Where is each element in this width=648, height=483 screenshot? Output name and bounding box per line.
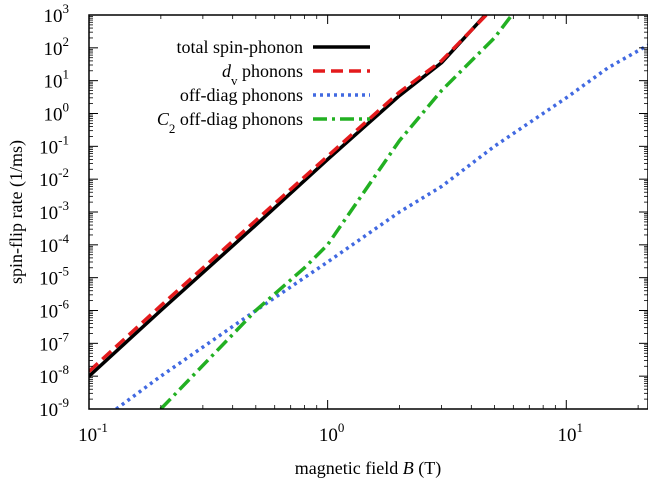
series-line-2: [115, 43, 648, 409]
y-axis-label: spin-flip rate (1/ms): [6, 140, 27, 284]
legend-label-3: C2 off-diag phonons: [157, 109, 303, 136]
legend-label-0: total spin-phonon: [177, 37, 304, 57]
x-tick-label: 101: [558, 420, 584, 446]
y-tick-label: 101: [44, 67, 70, 93]
series-layer: [89, 15, 648, 409]
y-tick-label: 10-9: [39, 395, 69, 421]
y-tick-label: 102: [44, 34, 70, 60]
ticks-layer: [88, 14, 648, 410]
y-tick-label: 10-1: [39, 132, 69, 158]
y-tick-label: 10-8: [39, 362, 69, 388]
series-line-3: [159, 15, 515, 409]
series-line-1: [89, 15, 489, 373]
legend-label-2: off-diag phonons: [180, 85, 303, 105]
x-axis-label: magnetic field B (T): [295, 458, 441, 479]
plot-frame: [88, 14, 648, 410]
y-tick-label: 10-2: [39, 165, 69, 191]
y-tick-label: 10-3: [39, 198, 69, 224]
labels-layer: 103 102 101 100 10-1 10-2 10-3 10-4 10-5 10-6 10-7…: [39, 1, 583, 446]
y-tick-label: 10-7: [39, 329, 69, 355]
x-tick-label: 100: [319, 420, 345, 446]
legend-label-1: dv phonons: [222, 61, 303, 88]
y-tick-label: 100: [44, 100, 70, 126]
y-tick-label: 10-5: [39, 264, 69, 290]
x-tick-label: 10-1: [78, 420, 108, 446]
y-tick-label: 103: [44, 1, 70, 27]
y-tick-label: 10-4: [39, 231, 69, 257]
y-tick-label: 10-6: [39, 297, 69, 323]
